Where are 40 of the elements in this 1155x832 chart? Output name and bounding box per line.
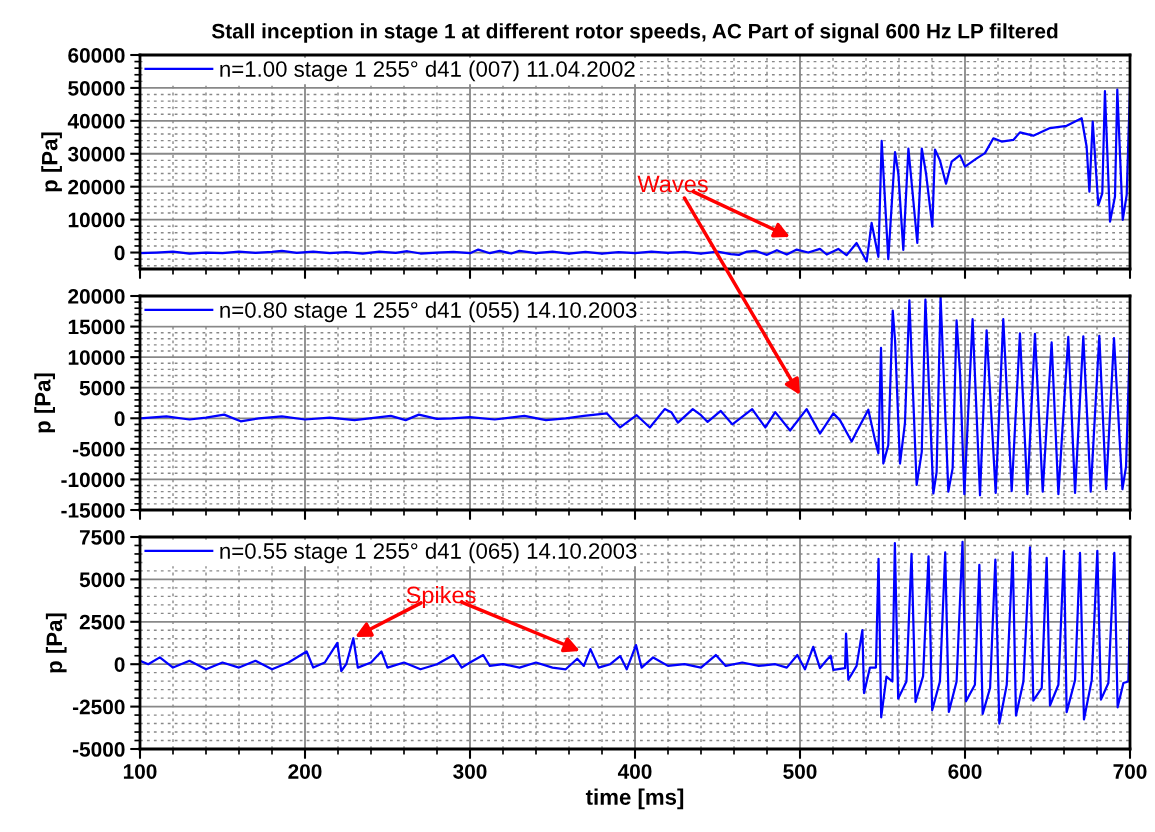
y-tick-label: 20000	[68, 289, 125, 304]
y-tick-label: -5000	[72, 441, 125, 457]
y-tick-label: 10000	[68, 212, 125, 228]
y-tick-label: 0	[114, 245, 125, 261]
y-tick-label: 10000	[68, 350, 125, 365]
y-tick-label: 15000	[68, 319, 125, 335]
legend-label: n=0.80 stage 1 255° d41 (055) 14.10.2003	[220, 301, 637, 323]
chart-title: Stall inception in stage 1 at different rotor speeds, AC Part of signal 600 Hz LP filtered	[211, 23, 1058, 43]
x-tick-label: 700	[1113, 764, 1147, 779]
y-tick-label: 5000	[79, 380, 125, 396]
x-tick-label: 200	[288, 764, 322, 779]
y-tick-label: 0	[114, 411, 125, 427]
y-axis-title: p [Pa]	[45, 613, 67, 673]
y-tick-label: -15000	[61, 503, 125, 518]
annotation: Waves	[637, 175, 708, 193]
line-series	[140, 86, 1130, 263]
y-tick-label: 60000	[68, 48, 125, 63]
y-tick-label: 50000	[68, 80, 125, 96]
y-tick-label: -2500	[72, 699, 125, 715]
annotation: Spikes	[406, 585, 476, 609]
line-series	[140, 540, 1130, 725]
legend-label: n=0.55 stage 1 255° d41 (065) 14.10.2003	[220, 542, 637, 564]
y-tick-label: 2500	[79, 614, 125, 630]
x-axis-title: time [ms]	[585, 788, 684, 810]
y-tick-label: 5000	[79, 572, 125, 588]
y-tick-label: 30000	[67, 146, 125, 162]
y-axis-title: p [Pa]	[41, 132, 62, 192]
y-tick-label: 40000	[67, 113, 125, 129]
y-tick-label: 7500	[79, 530, 125, 545]
y-tick-label: 0	[114, 657, 125, 672]
x-tick-label: 500	[783, 764, 817, 779]
x-tick-label: 100	[123, 764, 157, 779]
x-tick-label: 300	[453, 764, 487, 779]
x-tick-label: 600	[948, 764, 982, 779]
y-tick-label: 20000	[68, 179, 125, 195]
legend-label: n=1.00 stage 1 255° d41 (007) 11.04.2002	[220, 60, 635, 82]
x-tick-label: 400	[617, 764, 652, 779]
y-tick-label: -10000	[61, 472, 125, 488]
y-axis-title: p [Pa]	[34, 373, 55, 433]
y-tick-label: -5000	[72, 742, 125, 757]
